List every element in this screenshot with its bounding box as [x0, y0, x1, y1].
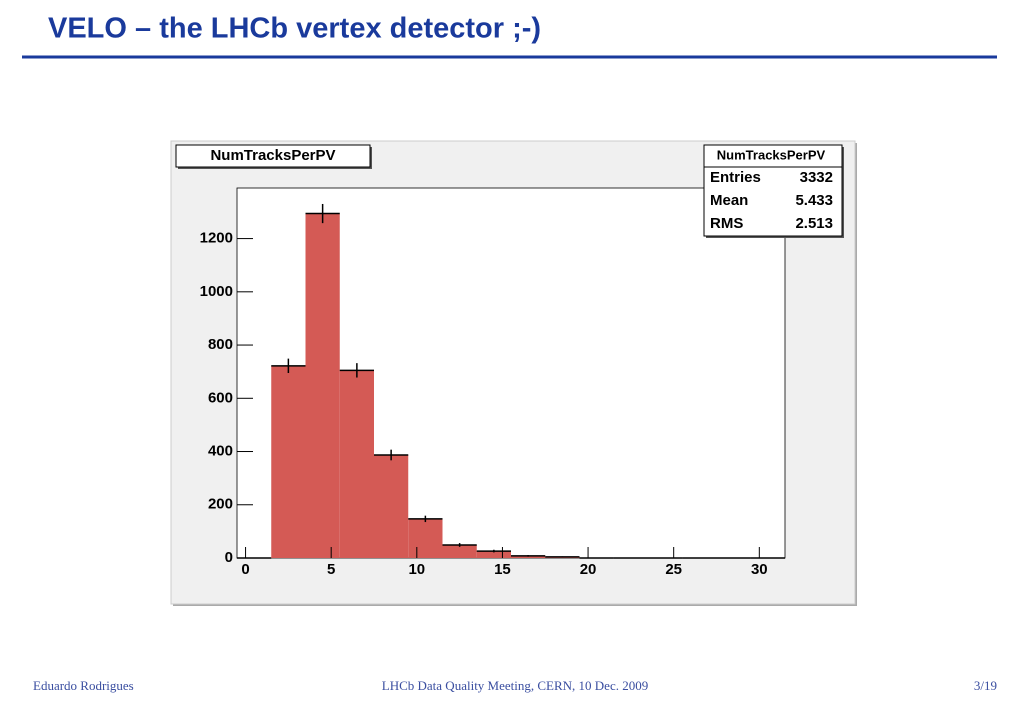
stats-value: 2.513	[795, 215, 833, 232]
stats-label: Entries	[710, 169, 761, 186]
x-tick-label: 5	[327, 561, 335, 578]
footer-event: LHCb Data Quality Meeting, CERN, 10 Dec.…	[382, 678, 648, 693]
stats-title: NumTracksPerPV	[717, 147, 826, 162]
x-tick-label: 20	[580, 561, 597, 578]
footer-page: 3/19	[974, 678, 997, 693]
y-tick-label: 1000	[200, 283, 233, 300]
bar	[271, 365, 306, 558]
chart-title: NumTracksPerPV	[210, 147, 335, 164]
stats-label: Mean	[710, 192, 748, 209]
bar	[374, 454, 409, 558]
stats-box	[703, 144, 843, 237]
stats-label: RMS	[710, 215, 743, 232]
footer-author: Eduardo Rodrigues	[33, 678, 134, 693]
x-tick-label: 10	[408, 561, 425, 578]
y-tick-label: 200	[208, 496, 233, 513]
bar	[511, 555, 546, 558]
stats-value: 3332	[800, 169, 833, 186]
x-tick-label: 25	[665, 561, 682, 578]
y-tick-label: 800	[208, 336, 233, 353]
slide-title: VELO – the LHCb vertex detector ;-)	[48, 13, 541, 45]
y-tick-label: 1200	[200, 230, 233, 247]
y-tick-label: 400	[208, 442, 233, 459]
x-tick-label: 15	[494, 561, 511, 578]
bar	[476, 551, 511, 558]
y-tick-label: 600	[208, 389, 233, 406]
y-tick-label: 0	[225, 549, 233, 566]
title-box	[175, 144, 371, 168]
x-tick-label: 0	[241, 561, 249, 578]
bar	[305, 213, 340, 558]
bar	[339, 370, 374, 558]
bar	[442, 544, 477, 558]
bar	[408, 518, 443, 558]
stats-value: 5.433	[795, 192, 833, 209]
x-tick-label: 30	[751, 561, 768, 578]
